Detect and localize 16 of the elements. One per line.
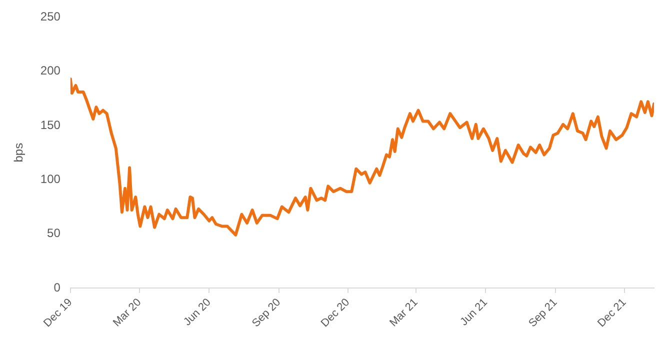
x-tick-label: Mar 20 — [110, 296, 144, 330]
y-tick-label: 0 — [54, 280, 61, 294]
y-tick-label: 50 — [47, 226, 61, 240]
x-tick-label: Sep 21 — [526, 296, 560, 330]
y-axis-title: bps — [12, 142, 26, 162]
y-tick-label: 200 — [40, 64, 61, 78]
x-tick-label: Jun 20 — [182, 296, 214, 328]
x-tick-label: Mar 21 — [388, 296, 420, 330]
y-tick-label: 100 — [40, 172, 61, 186]
y-tick-label: 250 — [40, 10, 61, 24]
x-tick-label: Jun 21 — [458, 296, 490, 328]
x-tick-label: Dec 20 — [318, 296, 352, 330]
x-tick-label: Sep 20 — [250, 296, 284, 330]
y-tick-label: 150 — [40, 118, 61, 132]
x-tick-label: Dec 19 — [42, 296, 75, 330]
x-tick-label: Dec 21 — [596, 296, 629, 330]
